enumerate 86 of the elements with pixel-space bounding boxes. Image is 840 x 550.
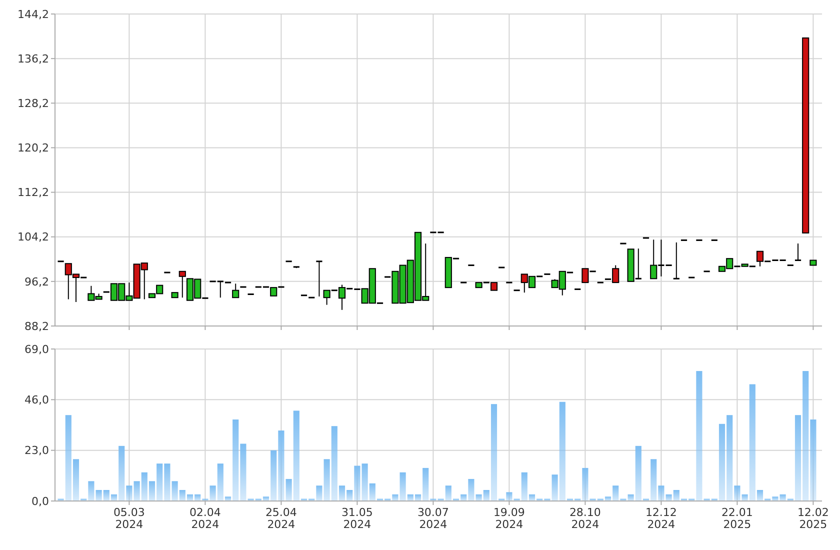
x-tick-label: 12.12 2024 (645, 506, 677, 531)
bar (726, 415, 733, 501)
y-tick-label: 23,0 (24, 444, 49, 458)
bar (278, 430, 284, 501)
bar (400, 472, 406, 501)
bar (506, 492, 512, 501)
bar (362, 464, 368, 501)
bar (658, 486, 664, 501)
bar (232, 419, 239, 501)
bar (673, 490, 680, 501)
y-tick-label: 69,0 (24, 342, 49, 356)
y-tick-label: 46,0 (24, 394, 49, 407)
bar (483, 490, 490, 501)
y-tick-label: 88,2 (24, 320, 49, 333)
bar (468, 478, 474, 501)
x-tick-label: 25.04 2024 (265, 506, 297, 531)
x-tick-label: 28.10 2024 (569, 506, 601, 531)
bar (346, 490, 353, 501)
bar (286, 478, 292, 501)
bar (772, 496, 778, 501)
bar (164, 464, 170, 501)
bar (65, 415, 72, 501)
y-tick-label: 136,2 (18, 52, 49, 66)
bar (696, 371, 702, 501)
bar (521, 472, 528, 501)
x-tick-label: 31.05 2024 (341, 506, 373, 531)
bar (734, 486, 740, 501)
candlestick (178, 270, 186, 298)
y-tick-label: 120,2 (18, 142, 49, 155)
x-tick-label: 12.02 2025 (797, 506, 829, 531)
bar (331, 426, 338, 501)
bar (96, 490, 102, 501)
bar (369, 483, 376, 501)
bar (126, 486, 132, 501)
bar (802, 371, 809, 501)
bar (179, 490, 186, 501)
y-tick-label: 128,2 (18, 96, 49, 110)
bar (582, 468, 588, 501)
bar (172, 481, 178, 501)
bar (224, 496, 232, 501)
bar (552, 474, 558, 501)
bar (718, 424, 726, 501)
bar (240, 444, 246, 501)
bar (445, 486, 452, 501)
candlestick (316, 260, 322, 297)
bar (749, 384, 756, 501)
y-tick-label: 112,2 (18, 186, 49, 200)
bar (293, 410, 300, 501)
candlestick (232, 283, 240, 298)
bar (324, 459, 330, 501)
bar (210, 486, 216, 501)
bar (635, 446, 642, 501)
bar (118, 446, 125, 501)
x-tick-label: 30.07 2024 (417, 506, 449, 531)
bar (810, 419, 816, 501)
bar (604, 496, 612, 501)
bar (354, 466, 360, 501)
bar (612, 486, 619, 501)
y-tick-label: 96,2 (24, 275, 49, 288)
bar (270, 450, 277, 501)
bar (103, 490, 110, 501)
bar (650, 459, 657, 501)
y-tick-label: 144,2 (18, 8, 49, 21)
candlestick (673, 242, 680, 280)
bar (148, 481, 156, 501)
candlestick (794, 243, 802, 262)
y-tick-label: 104,2 (18, 230, 49, 244)
bar (134, 481, 140, 501)
bar (72, 459, 80, 501)
bar (156, 464, 163, 501)
bar (141, 472, 148, 501)
bar (88, 481, 94, 501)
bar (756, 490, 764, 501)
bar (217, 464, 224, 501)
y-tick-label: 0,0 (32, 494, 49, 508)
bar (794, 415, 802, 501)
x-tick-label: 22.01 2025 (721, 506, 753, 531)
bar (316, 486, 322, 501)
bar (422, 468, 429, 501)
x-tick-label: 05.03 2024 (113, 506, 145, 531)
bar (262, 496, 270, 501)
x-tick-label: 02.04 2024 (189, 506, 221, 531)
bar (490, 404, 498, 501)
bar (338, 486, 346, 501)
bar (559, 402, 566, 501)
x-tick-label: 19.09 2024 (493, 506, 525, 531)
